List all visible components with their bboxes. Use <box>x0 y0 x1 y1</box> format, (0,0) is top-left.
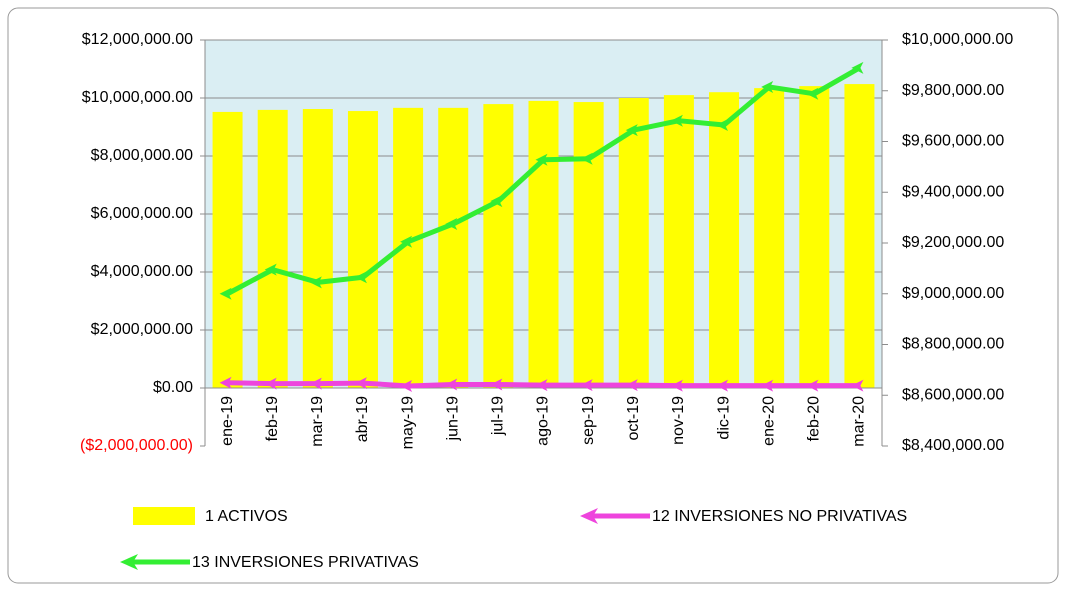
y-tick-label: $10,000,000.00 <box>82 89 193 106</box>
bar <box>754 88 785 388</box>
x-tick-label: feb-20 <box>806 396 823 441</box>
x-tick-label: nov-19 <box>670 396 687 445</box>
x-tick-label: ene-19 <box>219 396 236 446</box>
line-marker <box>580 152 593 165</box>
bar <box>483 104 514 388</box>
legend-swatch <box>120 554 138 570</box>
line-marker <box>716 379 729 392</box>
bar <box>709 92 740 388</box>
bar <box>618 98 649 388</box>
line-marker <box>309 377 322 390</box>
y2-tick-label: $9,800,000.00 <box>902 82 1004 99</box>
line-marker <box>851 61 864 74</box>
bar <box>528 100 559 389</box>
x-tick-label: jul-19 <box>490 396 507 436</box>
y-tick-label: $6,000,000.00 <box>91 205 193 222</box>
y2-tick-label: $9,000,000.00 <box>902 285 1004 302</box>
x-tick-label: ene-20 <box>760 396 777 446</box>
y-tick-label: $12,000,000.00 <box>82 31 193 48</box>
bar <box>573 102 604 388</box>
x-tick-label: may-19 <box>399 396 416 449</box>
line-marker <box>219 376 232 389</box>
line-marker <box>716 119 729 132</box>
line-marker <box>490 378 503 391</box>
line-marker <box>761 379 774 392</box>
bar <box>799 86 830 389</box>
bar <box>302 109 333 389</box>
legend-label: 12 INVERSIONES NO PRIVATIVAS <box>652 508 907 525</box>
line-marker <box>354 271 367 284</box>
y-tick-label: $4,000,000.00 <box>91 263 193 280</box>
y-tick-label: $2,000,000.00 <box>91 321 193 338</box>
line-marker <box>761 80 774 93</box>
line-marker <box>445 217 458 230</box>
x-tick-label: abr-19 <box>354 396 371 442</box>
line-marker <box>264 377 277 390</box>
bar <box>257 109 288 388</box>
y2-tick-label: $9,400,000.00 <box>902 183 1004 200</box>
line-marker <box>806 87 819 100</box>
bar <box>844 84 875 388</box>
y2-tick-label: $9,200,000.00 <box>902 234 1004 251</box>
line-marker <box>400 379 413 392</box>
x-tick-label: mar-20 <box>851 396 868 447</box>
line-marker <box>670 379 683 392</box>
line-marker <box>490 195 503 208</box>
line-marker <box>625 124 638 137</box>
legend-swatch <box>133 507 195 525</box>
line-marker <box>354 377 367 390</box>
bar <box>212 111 243 389</box>
line-marker <box>580 379 593 392</box>
x-tick-label: mar-19 <box>309 396 326 447</box>
bar <box>663 95 694 388</box>
line-marker <box>535 379 548 392</box>
x-tick-label: feb-19 <box>264 396 281 441</box>
y2-tick-label: $8,600,000.00 <box>902 386 1004 403</box>
legend-swatch <box>580 508 598 524</box>
y2-tick-label: $9,600,000.00 <box>902 133 1004 150</box>
line-marker <box>445 378 458 391</box>
bar <box>347 111 378 389</box>
x-tick-label: oct-19 <box>625 396 642 441</box>
bar <box>438 107 469 389</box>
legend-label: 13 INVERSIONES PRIVATIVAS <box>192 554 419 571</box>
y-tick-label: $0.00 <box>153 379 193 396</box>
y-tick-label: $8,000,000.00 <box>91 147 193 164</box>
x-tick-label: jun-19 <box>444 396 461 442</box>
line-marker <box>806 379 819 392</box>
legend-label: 1 ACTIVOS <box>205 508 288 525</box>
line-marker <box>264 263 277 276</box>
x-tick-label: dic-19 <box>715 396 732 440</box>
line-marker <box>851 379 864 392</box>
line-marker <box>535 153 548 166</box>
line-marker <box>625 379 638 392</box>
line-marker <box>400 235 413 248</box>
y2-tick-label: $8,800,000.00 <box>902 336 1004 353</box>
y2-tick-label: $8,400,000.00 <box>902 437 1004 454</box>
y2-tick-label: $10,000,000.00 <box>902 31 1013 48</box>
line-marker <box>219 287 232 300</box>
line-marker <box>309 276 322 289</box>
line-marker <box>670 114 683 127</box>
x-tick-label: ago-19 <box>535 396 552 446</box>
y-tick-label: ($2,000,000.00) <box>80 437 193 454</box>
x-tick-label: sep-19 <box>580 396 597 445</box>
